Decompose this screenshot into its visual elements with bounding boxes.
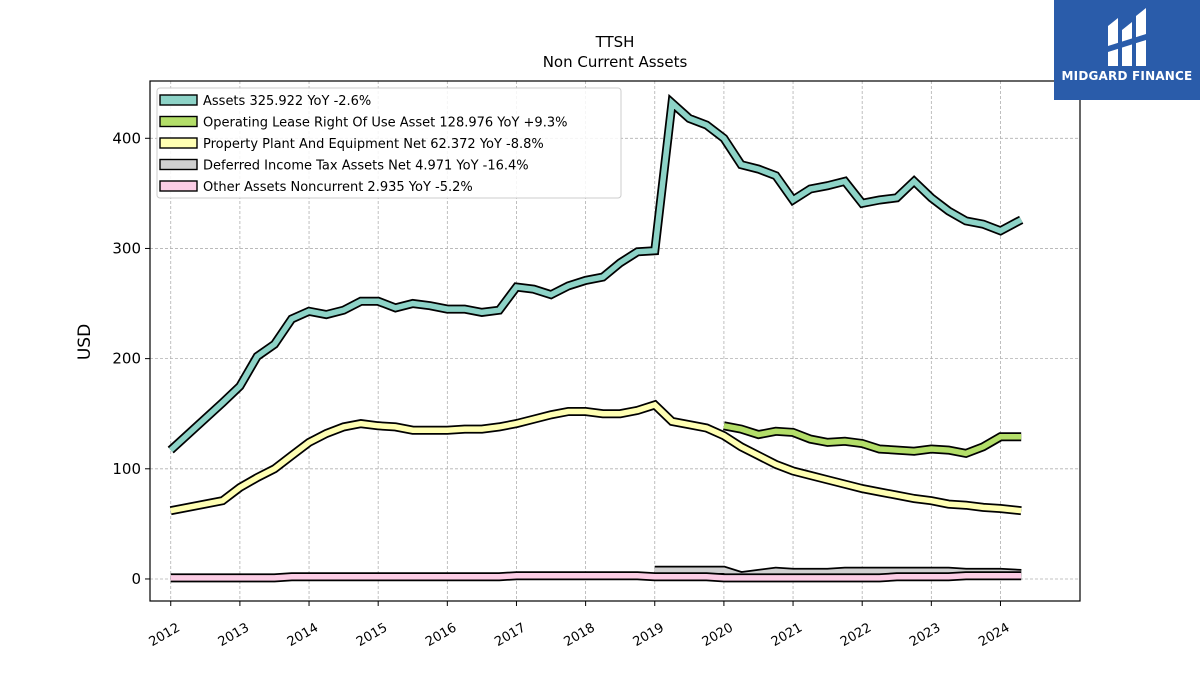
chart-title: TTSH <box>595 33 635 51</box>
brand-logo: MIDGARD FINANCE <box>1054 0 1200 100</box>
legend-swatch-1 <box>159 115 198 128</box>
legend-swatch-2 <box>159 137 198 149</box>
legend-box <box>156 87 622 199</box>
legend-label-0: Assets 325.922 YoY -2.6% <box>203 94 371 109</box>
midgard-logo-icon <box>1108 8 1146 66</box>
y-tick-label: 300 <box>112 239 141 257</box>
series-layer <box>167 93 1024 583</box>
legend-label-2: Property Plant And Equipment Net 62.372 … <box>203 137 544 152</box>
y-tick-label: 400 <box>112 129 141 147</box>
legend-label-3: Deferred Income Tax Assets Net 4.971 YoY… <box>203 159 529 174</box>
series-2-line <box>170 401 1022 514</box>
series-4-line <box>170 572 1022 581</box>
series-1-line <box>723 423 1022 457</box>
y-tick-label: 200 <box>112 350 141 368</box>
series-0-line <box>168 97 1023 453</box>
legend-label-1: Operating Lease Right Of Use Asset 128.9… <box>203 116 567 131</box>
legend-swatch-3 <box>159 158 198 171</box>
legend-label-4: Other Assets Noncurrent 2.935 YoY -5.2% <box>203 180 473 195</box>
chart-subtitle: Non Current Assets <box>543 53 688 71</box>
legend-swatch-0 <box>159 94 198 106</box>
y-tick-label: 0 <box>131 570 141 588</box>
plot-frame <box>149 80 1081 602</box>
brand-name: MIDGARD FINANCE <box>1061 69 1193 83</box>
legend: Assets 325.922 YoY -2.6% Operating Lease … <box>156 87 622 199</box>
y-tick-label: 100 <box>112 460 141 478</box>
legend-swatch-4 <box>159 180 198 192</box>
y-axis-label: USD <box>75 324 95 360</box>
